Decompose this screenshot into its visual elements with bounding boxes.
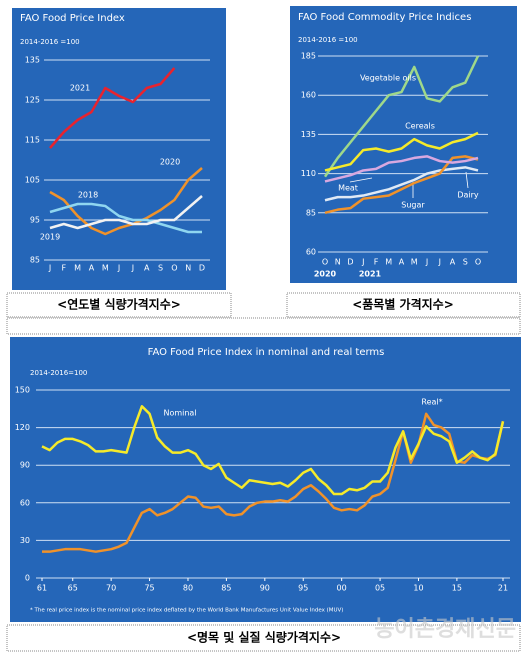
y-tick-label: 90 [20,461,30,470]
series-line [49,167,203,236]
series-label: Vegetable oils [360,74,416,83]
series-label: Meat [338,184,358,193]
y-tick-label: 115 [25,136,40,145]
x-tick-label: J [425,258,428,267]
chart-title: FAO Food Commodity Price Indices [298,12,471,23]
subtitle: 2014-2016=100 [30,369,87,377]
x-tick-label: 10 [413,584,423,593]
x-tick-label: F [62,264,67,273]
series-label: Cereals [405,122,435,131]
x-tick-label: M [411,258,418,267]
series-label: Dairy [457,191,479,200]
x-tick-label: O [171,264,177,273]
x-tick-label: S [463,258,468,267]
year-label: 2020 [314,270,337,279]
series-line [49,195,203,230]
x-tick-label: M [74,264,81,273]
y-tick-label: 85 [30,256,40,265]
series-label: 2018 [78,191,98,200]
x-tick-label: N [335,258,341,267]
x-tick-label: O [322,258,328,267]
x-tick-label: J [117,264,120,273]
subtitle: 2014-2016 =100 [298,36,358,44]
series-label: Sugar [401,201,425,210]
x-tick-label: O [475,258,481,267]
x-tick-label: J [48,264,51,273]
y-tick-label: 85 [306,208,316,217]
panel [12,8,226,290]
caption: <품목별 가격지수> [352,297,454,312]
series-label: 2020 [160,158,180,167]
x-tick-label: 15 [452,584,462,593]
x-tick-label: 90 [260,584,270,593]
y-tick-label: 95 [30,216,40,225]
y-tick-label: 135 [301,130,316,139]
chart-title: FAO Food Price Index in nominal and real… [148,347,385,358]
x-tick-label: N [185,264,191,273]
y-tick-label: 150 [15,386,30,395]
x-tick-label: S [158,264,163,273]
chart-title: FAO Food Price Index [20,13,125,24]
series-label: Real* [421,398,442,407]
x-tick-label: 80 [183,584,193,593]
x-tick-label: A [89,264,95,273]
x-tick-label: 85 [221,584,231,593]
x-tick-label: J [131,264,134,273]
series-line [49,202,202,234]
x-tick-label: 21 [498,584,508,593]
series-line [324,166,479,202]
caption-frames [6,292,521,652]
series-line [323,55,480,178]
x-tick-label: 05 [375,584,385,593]
series-line [49,67,176,149]
y-tick-label: 185 [301,52,316,61]
x-tick-label: D [347,258,353,267]
series-line [324,131,479,172]
x-tick-label: J [438,258,441,267]
x-tick-label: A [399,258,405,267]
x-tick-label: 61 [37,584,47,593]
x-tick-label: A [450,258,456,267]
y-tick-label: 110 [301,169,316,178]
series-line [41,405,505,496]
y-tick-label: 105 [25,176,40,185]
subtitle: 2014-2016 =100 [20,38,80,46]
series-label: 2019 [40,233,60,242]
watermark: 농어촌경제신문 [374,617,516,642]
panel [290,6,517,283]
x-tick-label: D [199,264,205,273]
y-tick-label: 60 [306,248,316,257]
x-tick-label: 95 [298,584,308,593]
y-tick-label: 125 [25,96,40,105]
caption: <명목 및 실질 식량가격지수> [187,630,341,645]
x-tick-label: 70 [106,584,116,593]
y-tick-label: 135 [25,56,40,65]
x-tick-label: J [361,258,364,267]
series-line [324,155,479,215]
y-tick-label: 120 [15,423,30,432]
x-tick-label: 00 [337,584,347,593]
y-tick-label: 160 [301,91,316,100]
y-tick-label: 30 [20,536,30,545]
series-label: 2021 [70,84,90,93]
footnote: * The real price index is the nominal pr… [30,608,343,614]
x-tick-label: 75 [144,584,154,593]
series-label: Nominal [163,409,196,418]
series-line [324,155,479,183]
x-tick-label: 65 [68,584,78,593]
y-tick-label: 0 [25,574,30,583]
series-line [42,412,505,553]
x-tick-label: A [144,264,150,273]
panel [10,337,521,622]
y-tick-label: 60 [20,498,30,507]
year-label: 2021 [359,270,382,279]
x-tick-label: F [374,258,379,267]
x-tick-label: M [385,258,392,267]
caption: <연도별 식량가격지수> [57,297,181,312]
x-tick-label: M [102,264,109,273]
